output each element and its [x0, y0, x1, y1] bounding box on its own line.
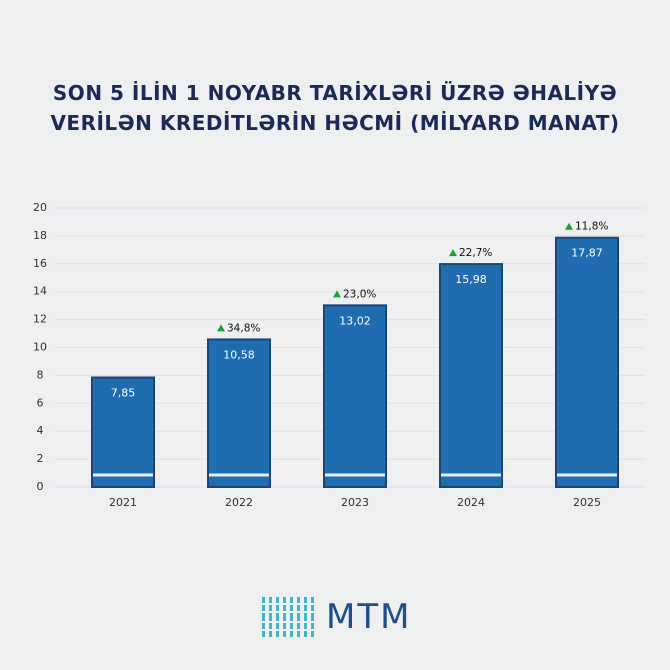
up-triangle: [449, 249, 457, 257]
logo-text: MTM: [326, 597, 412, 637]
y-tick-label: 18: [33, 229, 47, 242]
growth-label: 22,7%: [459, 247, 492, 259]
y-tick-label: 8: [37, 368, 44, 381]
x-tick-label: 2021: [109, 496, 137, 509]
y-tick-label: 20: [33, 201, 47, 214]
chart-title: SON 5 İLİN 1 NOYABR TARİXLƏRİ ÜZRƏ ƏHALİ…: [50, 81, 620, 135]
y-tick-label: 4: [37, 424, 44, 437]
x-tick-label: 2023: [341, 496, 369, 509]
growth-annotation: 23,0%: [333, 288, 376, 300]
value-label: 10,58: [223, 348, 255, 361]
up-triangle: [217, 324, 225, 332]
growth-label: 23,0%: [343, 288, 376, 300]
y-tick-label: 10: [33, 341, 47, 354]
logo-icon: [262, 597, 314, 637]
y-tick-label: 16: [33, 257, 47, 270]
x-tick-label: 2024: [457, 496, 485, 509]
y-tick-label: 2: [37, 452, 44, 465]
bar: [555, 236, 619, 488]
bar: [323, 304, 387, 488]
up-triangle: [565, 222, 573, 230]
x-tick-label: 2025: [573, 496, 601, 509]
growth-annotation: 22,7%: [449, 247, 492, 259]
growth-annotation: 34,8%: [217, 322, 260, 334]
value-label: 13,02: [339, 314, 371, 327]
bar: [439, 263, 503, 489]
y-tick-label: 12: [33, 313, 47, 326]
x-tick-label: 2022: [225, 496, 253, 509]
y-tick-label: 0: [37, 480, 44, 493]
value-label: 17,87: [571, 247, 603, 260]
growth-label: 11,8%: [575, 221, 608, 233]
y-tick-label: 14: [33, 285, 47, 298]
bar: [207, 338, 271, 488]
value-label: 7,85: [111, 386, 136, 399]
value-label: 15,98: [455, 273, 487, 286]
growth-label: 34,8%: [227, 322, 260, 334]
up-triangle: [333, 290, 341, 298]
bar: [91, 376, 155, 488]
growth-annotation: 11,8%: [565, 221, 608, 233]
logo: MTM: [262, 597, 411, 637]
y-tick-label: 6: [37, 396, 44, 409]
